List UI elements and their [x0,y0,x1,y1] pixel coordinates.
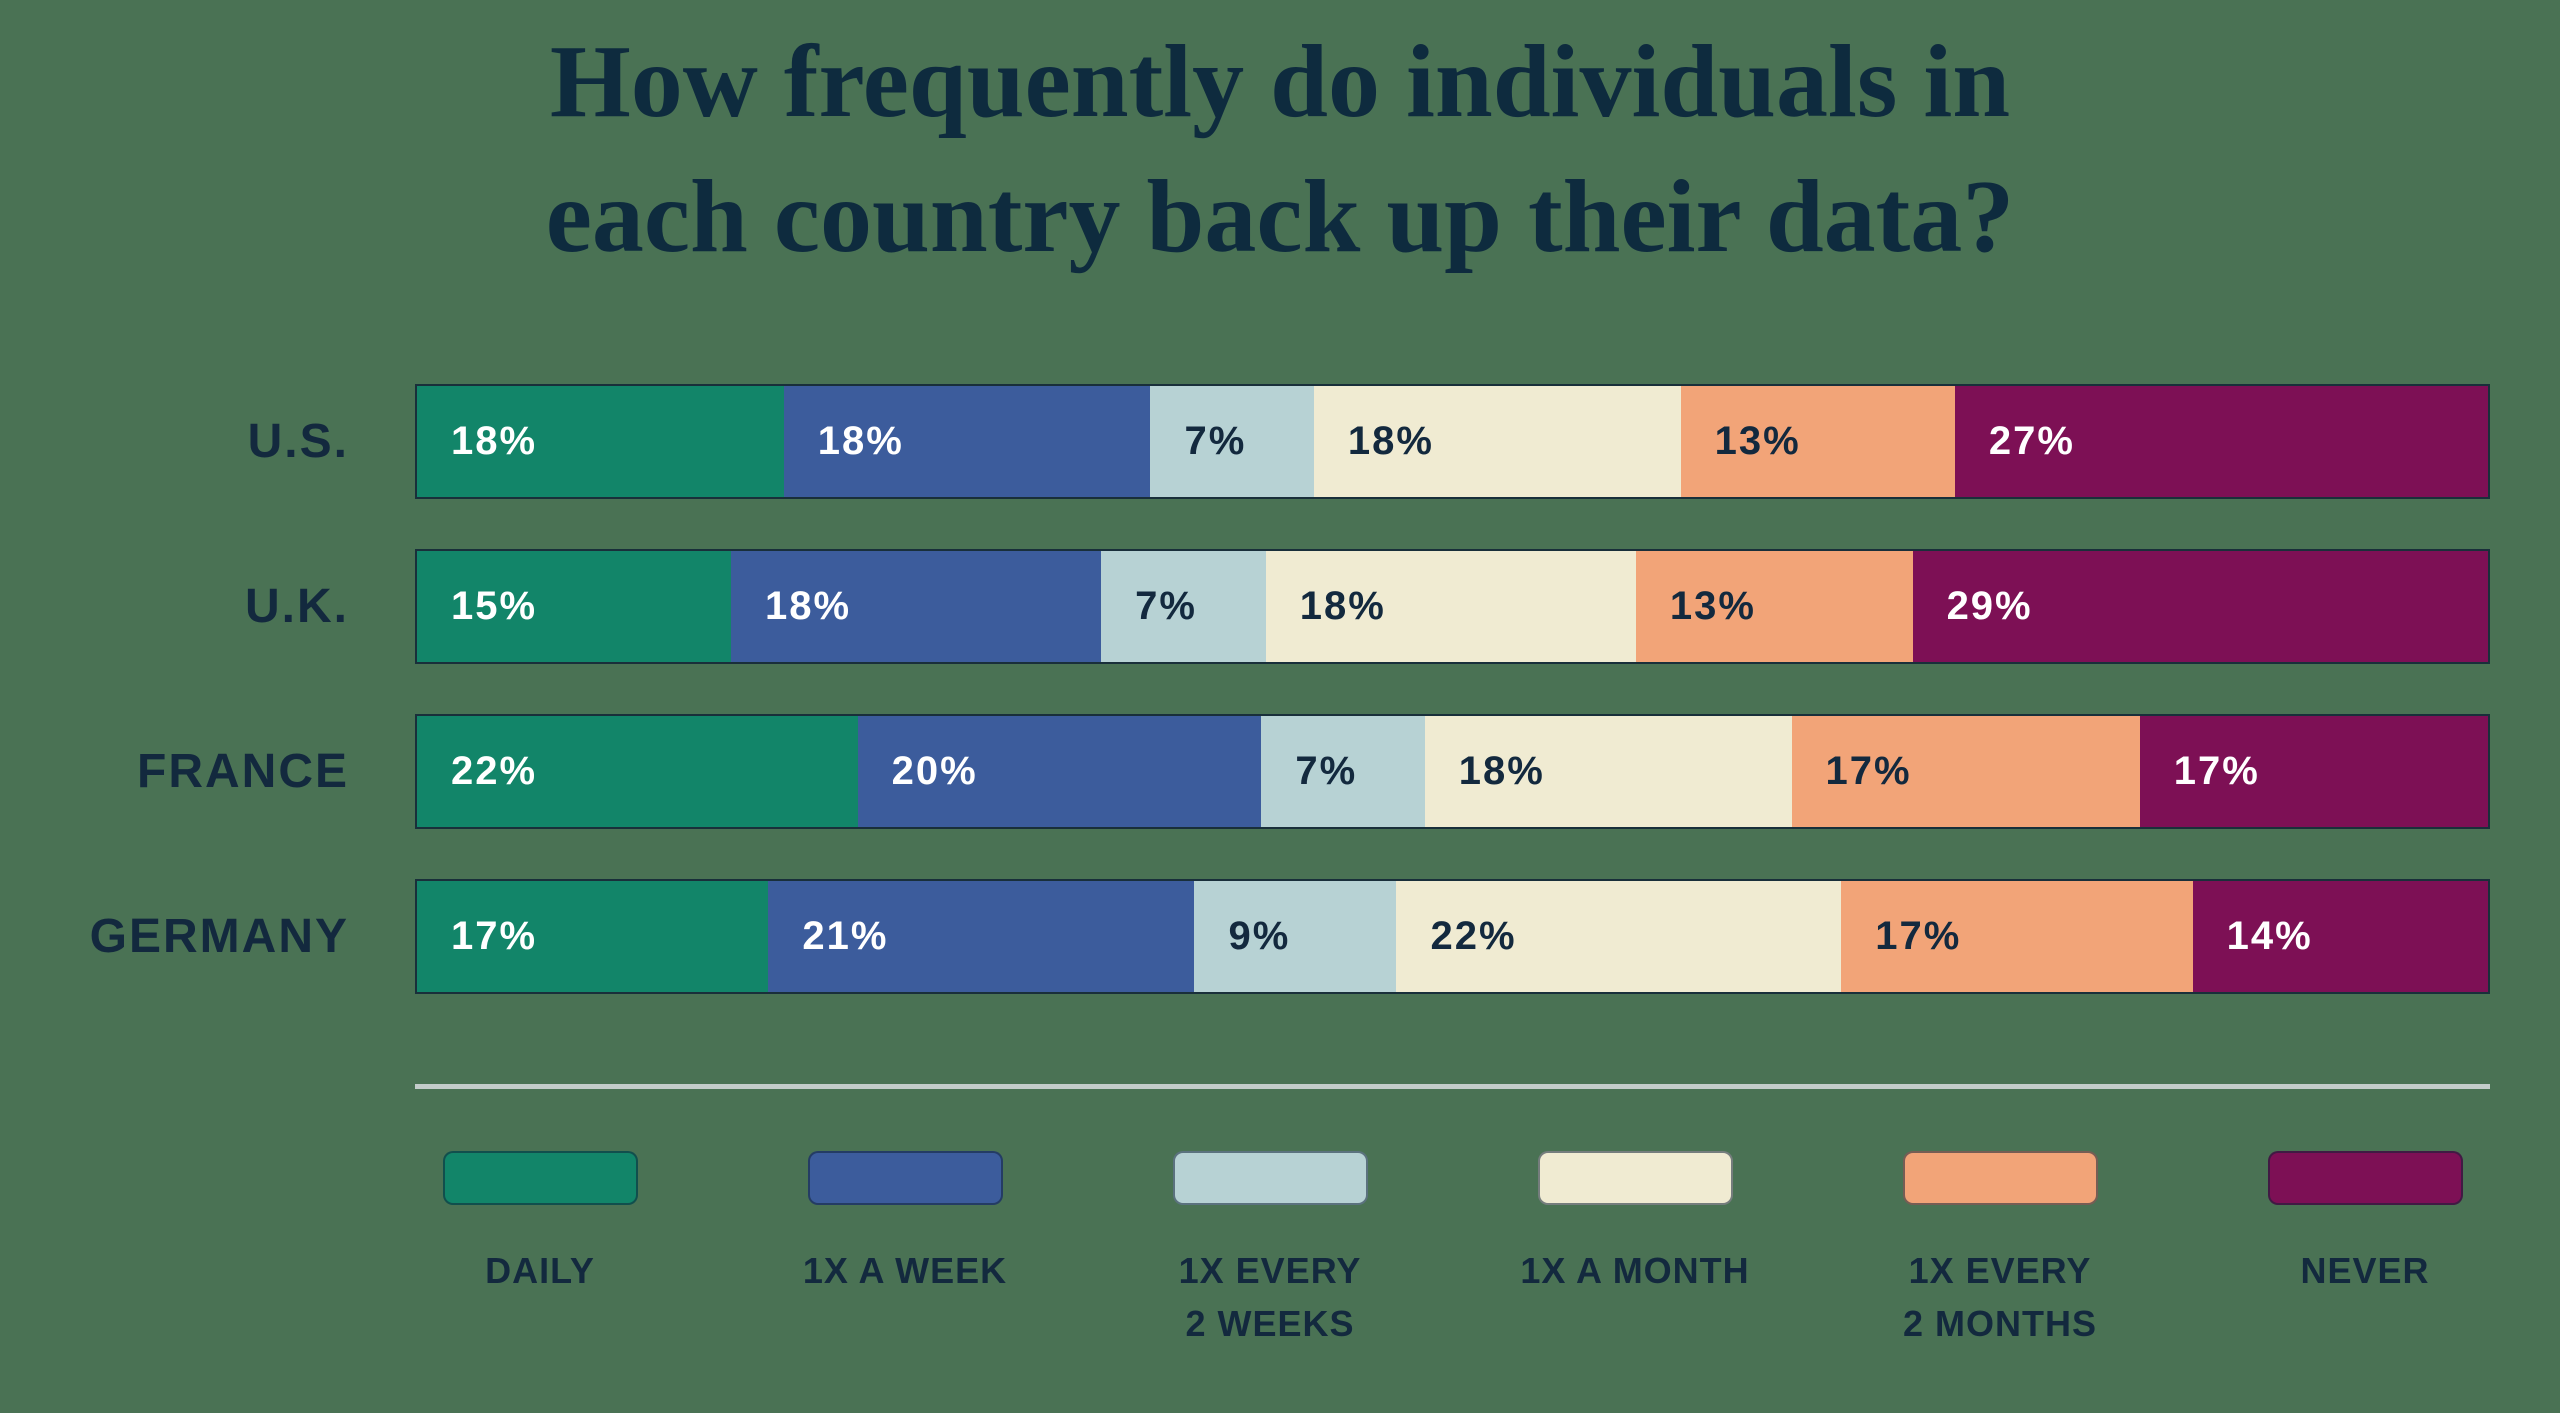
chart-title-line2: each country back up their data? [545,159,2015,275]
bar-row-germany: GERMANY 17% 21% 9% 22% 17% 14% [0,879,2560,995]
divider-line [415,1084,2490,1090]
legend-swatch [1537,1151,1733,1206]
bar-segment-1x-every-2-weeks: 7% [1261,716,1425,828]
legend-swatch [807,1151,1003,1206]
bar-segment-never: 27% [1954,386,2488,498]
legend-item-label: DAILY [485,1245,595,1297]
legend-item-never: NEVER [2240,1151,2490,1349]
segment-value-label: 17% [1825,749,1912,794]
legend-label-line: DAILY [485,1250,595,1292]
segment-value-label: 29% [1946,584,2033,629]
segment-value-label: 18% [765,584,852,629]
bar-segment-1x-a-week: 18% [731,551,1102,663]
legend-label-line: 1X A WEEK [802,1250,1008,1292]
segment-value-label: 9% [1228,914,1291,959]
legend-label-line: NEVER [2300,1250,2430,1292]
bar-segment-1x-every-2-weeks: 9% [1194,881,1397,993]
segment-value-label: 14% [2226,914,2313,959]
legend-item-1x-a-week: 1X A WEEK [780,1151,1030,1349]
bar-segment-1x-a-month: 18% [1424,716,1792,828]
stacked-bar: 18% 18% 7% 18% 13% 27% [415,384,2490,500]
legend-item-label: 1X A MONTH [1520,1245,1749,1297]
legend-swatch [2267,1151,2463,1206]
legend-label-line: 1X A MONTH [1520,1250,1750,1292]
legend-item-label: 1X EVERY 2 WEEKS [1179,1245,1362,1349]
segment-value-label: 17% [1875,914,1962,959]
legend-label-line: 1X EVERY [1178,1250,1362,1292]
category-label: GERMANY [89,910,349,964]
bar-row-france: FRANCE 22% 20% 7% 18% 17% 17% [0,714,2560,830]
legend-item-label: NEVER [2300,1245,2429,1297]
segment-value-label: 18% [1458,749,1545,794]
bar-segment-daily: 15% [417,551,732,663]
legend-item-1x-every-2-weeks: 1X EVERY 2 WEEKS [1145,1151,1395,1349]
segment-value-label: 13% [1669,584,1756,629]
legend-item-1x-every-2-months: 1X EVERY 2 MONTHS [1875,1151,2125,1349]
bar-segment-1x-every-2-months: 13% [1635,551,1913,663]
bar-segment-1x-a-month: 22% [1396,881,1842,993]
bar-segment-1x-a-month: 18% [1313,386,1681,498]
stacked-bar: 22% 20% 7% 18% 17% 17% [415,714,2490,830]
segment-value-label: 22% [451,749,538,794]
bar-segment-1x-a-week: 20% [857,716,1262,828]
legend-label-line: 2 MONTHS [1902,1302,2097,1344]
legend-swatch [442,1151,638,1206]
bar-segment-daily: 18% [417,386,784,498]
bar-segment-never: 29% [1912,551,2488,663]
segment-value-label: 7% [1184,419,1247,464]
category-label: U.S. [247,415,349,469]
bar-segment-1x-every-2-months: 17% [1791,716,2140,828]
bar-segment-never: 17% [2139,716,2488,828]
segment-value-label: 21% [802,914,889,959]
legend-swatch [1172,1151,1368,1206]
legend-label-line: 1X EVERY [1908,1250,2092,1292]
legend-item-label: 1X EVERY 2 MONTHS [1903,1245,2097,1349]
bar-row-u-s: U.S. 18% 18% 7% 18% 13% 27% [0,384,2560,500]
legend-item-daily: DAILY [415,1151,665,1349]
bar-segment-1x-every-2-weeks: 7% [1101,551,1266,663]
segment-value-label: 7% [1295,749,1358,794]
segment-value-label: 18% [1347,419,1434,464]
stacked-bar-chart: U.S. 18% 18% 7% 18% 13% 27% U.K. 15% 18% 7% 18% 13% 2… [0,384,2560,995]
segment-value-label: 18% [451,419,538,464]
bar-segment-1x-a-week: 18% [783,386,1151,498]
segment-value-label: 17% [2173,749,2260,794]
stacked-bar: 17% 21% 9% 22% 17% 14% [415,879,2490,995]
bar-row-u-k: U.K. 15% 18% 7% 18% 13% 29% [0,549,2560,665]
stacked-bar: 15% 18% 7% 18% 13% 29% [415,549,2490,665]
segment-value-label: 18% [817,419,904,464]
legend-label-line: 2 WEEKS [1185,1302,1355,1344]
legend-swatch [1902,1151,2098,1206]
chart-title: How frequently do individuals in each co… [0,0,2560,284]
bar-segment-1x-every-2-months: 17% [1841,881,2193,993]
segment-value-label: 18% [1299,584,1386,629]
segment-value-label: 27% [1988,419,2075,464]
legend: DAILY 1X A WEEK 1X EVERY 2 WEEKS 1X A MONTH 1… [415,1151,2490,1349]
bar-segment-1x-a-month: 18% [1265,551,1636,663]
bar-segment-daily: 17% [417,881,769,993]
segment-value-label: 20% [891,749,978,794]
bar-segment-daily: 22% [417,716,858,828]
segment-value-label: 17% [451,914,538,959]
segment-value-label: 13% [1714,419,1801,464]
legend-item-1x-a-month: 1X A MONTH [1510,1151,1760,1349]
category-label: U.K. [245,580,349,634]
bar-segment-1x-a-week: 21% [768,881,1195,993]
bar-segment-1x-every-2-weeks: 7% [1150,386,1314,498]
legend-item-label: 1X A WEEK [803,1245,1007,1297]
category-label: FRANCE [137,745,349,799]
segment-value-label: 15% [451,584,538,629]
chart-title-line1: How frequently do individuals in [549,24,2011,139]
bar-segment-never: 14% [2192,881,2488,993]
bar-segment-1x-every-2-months: 13% [1680,386,1955,498]
segment-value-label: 7% [1135,584,1197,629]
segment-value-label: 22% [1430,914,1517,959]
